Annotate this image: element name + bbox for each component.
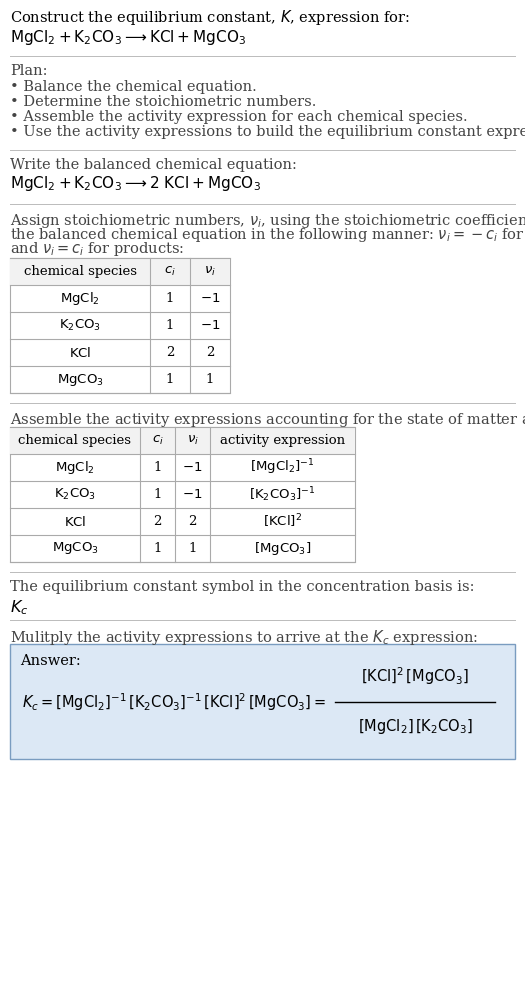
Text: $[\mathrm{KCl}]^{2}$: $[\mathrm{KCl}]^{2}$ [263, 513, 302, 530]
Text: 2: 2 [188, 515, 197, 528]
Text: Construct the equilibrium constant, $K$, expression for:: Construct the equilibrium constant, $K$,… [10, 8, 410, 27]
Text: $\mathrm{K_2CO_3}$: $\mathrm{K_2CO_3}$ [54, 487, 96, 502]
Text: $-1$: $-1$ [200, 292, 220, 305]
Text: • Use the activity expressions to build the equilibrium constant expression.: • Use the activity expressions to build … [10, 125, 525, 139]
Text: The equilibrium constant symbol in the concentration basis is:: The equilibrium constant symbol in the c… [10, 580, 475, 594]
Text: activity expression: activity expression [220, 434, 345, 447]
Text: 2: 2 [153, 515, 162, 528]
Text: chemical species: chemical species [24, 265, 136, 278]
Text: $[\mathrm{MgCl_2}]^{-1}$: $[\mathrm{MgCl_2}]^{-1}$ [250, 458, 314, 477]
Text: $c_i$: $c_i$ [164, 265, 176, 278]
Text: • Assemble the activity expression for each chemical species.: • Assemble the activity expression for e… [10, 110, 468, 124]
Text: $\mathrm{MgCl_2}$: $\mathrm{MgCl_2}$ [60, 290, 100, 307]
Text: 1: 1 [166, 319, 174, 332]
Text: $-1$: $-1$ [182, 488, 203, 501]
Text: 1: 1 [166, 292, 174, 305]
Text: $-1$: $-1$ [182, 461, 203, 474]
Text: $\mathrm{MgCO_3}$: $\mathrm{MgCO_3}$ [51, 540, 98, 556]
Text: 1: 1 [188, 542, 197, 555]
FancyBboxPatch shape [10, 427, 355, 454]
Text: $[\mathrm{MgCO_3}]$: $[\mathrm{MgCO_3}]$ [254, 540, 311, 557]
Text: 2: 2 [166, 346, 174, 359]
Text: 1: 1 [166, 373, 174, 386]
Text: Write the balanced chemical equation:: Write the balanced chemical equation: [10, 158, 297, 172]
Text: • Balance the chemical equation.: • Balance the chemical equation. [10, 80, 257, 94]
Text: Mulitply the activity expressions to arrive at the $K_c$ expression:: Mulitply the activity expressions to arr… [10, 628, 478, 647]
Text: $\mathrm{MgCl_2 + K_2CO_3 \longrightarrow KCl + MgCO_3}$: $\mathrm{MgCl_2 + K_2CO_3 \longrightarro… [10, 28, 246, 47]
FancyBboxPatch shape [10, 644, 515, 759]
Text: $\mathrm{MgCO_3}$: $\mathrm{MgCO_3}$ [57, 372, 103, 388]
Text: 1: 1 [206, 373, 214, 386]
Text: $\mathrm{KCl}$: $\mathrm{KCl}$ [69, 346, 91, 360]
Text: $\nu_i$: $\nu_i$ [204, 265, 216, 278]
Text: $K_c = [\mathrm{MgCl_2}]^{-1}\,[\mathrm{K_2CO_3}]^{-1}\,[\mathrm{KCl}]^{2}\,[\ma: $K_c = [\mathrm{MgCl_2}]^{-1}\,[\mathrm{… [22, 691, 326, 712]
Text: the balanced chemical equation in the following manner: $\nu_i = -c_i$ for react: the balanced chemical equation in the fo… [10, 226, 525, 244]
FancyBboxPatch shape [10, 258, 230, 285]
Text: $\mathrm{K_2CO_3}$: $\mathrm{K_2CO_3}$ [59, 318, 101, 333]
Text: $\mathrm{KCl}$: $\mathrm{KCl}$ [64, 514, 86, 528]
FancyBboxPatch shape [10, 427, 355, 562]
Text: chemical species: chemical species [18, 434, 131, 447]
Text: Plan:: Plan: [10, 64, 47, 78]
Text: $\mathrm{MgCl_2}$: $\mathrm{MgCl_2}$ [55, 459, 95, 476]
Text: $\mathrm{MgCl_2 + K_2CO_3 \longrightarrow 2\ KCl + MgCO_3}$: $\mathrm{MgCl_2 + K_2CO_3 \longrightarro… [10, 174, 261, 193]
Text: $-1$: $-1$ [200, 319, 220, 332]
Text: Assign stoichiometric numbers, $\nu_i$, using the stoichiometric coefficients, $: Assign stoichiometric numbers, $\nu_i$, … [10, 212, 525, 230]
Text: and $\nu_i = c_i$ for products:: and $\nu_i = c_i$ for products: [10, 240, 184, 258]
Text: 2: 2 [206, 346, 214, 359]
Text: 1: 1 [153, 461, 162, 474]
Text: $\nu_i$: $\nu_i$ [186, 434, 198, 447]
Text: • Determine the stoichiometric numbers.: • Determine the stoichiometric numbers. [10, 95, 317, 109]
Text: $[\mathrm{MgCl_2}]\,[\mathrm{K_2CO_3}]$: $[\mathrm{MgCl_2}]\,[\mathrm{K_2CO_3}]$ [358, 717, 472, 736]
Text: $c_i$: $c_i$ [152, 434, 163, 447]
Text: $K_c$: $K_c$ [10, 598, 28, 616]
Text: 1: 1 [153, 542, 162, 555]
Text: Answer:: Answer: [20, 654, 81, 668]
Text: Assemble the activity expressions accounting for the state of matter and $\nu_i$: Assemble the activity expressions accoun… [10, 411, 525, 429]
FancyBboxPatch shape [10, 258, 230, 393]
Text: 1: 1 [153, 488, 162, 501]
Text: $[\mathrm{KCl}]^2\,[\mathrm{MgCO_3}]$: $[\mathrm{KCl}]^2\,[\mathrm{MgCO_3}]$ [361, 665, 469, 687]
Text: $[\mathrm{K_2CO_3}]^{-1}$: $[\mathrm{K_2CO_3}]^{-1}$ [249, 485, 316, 504]
